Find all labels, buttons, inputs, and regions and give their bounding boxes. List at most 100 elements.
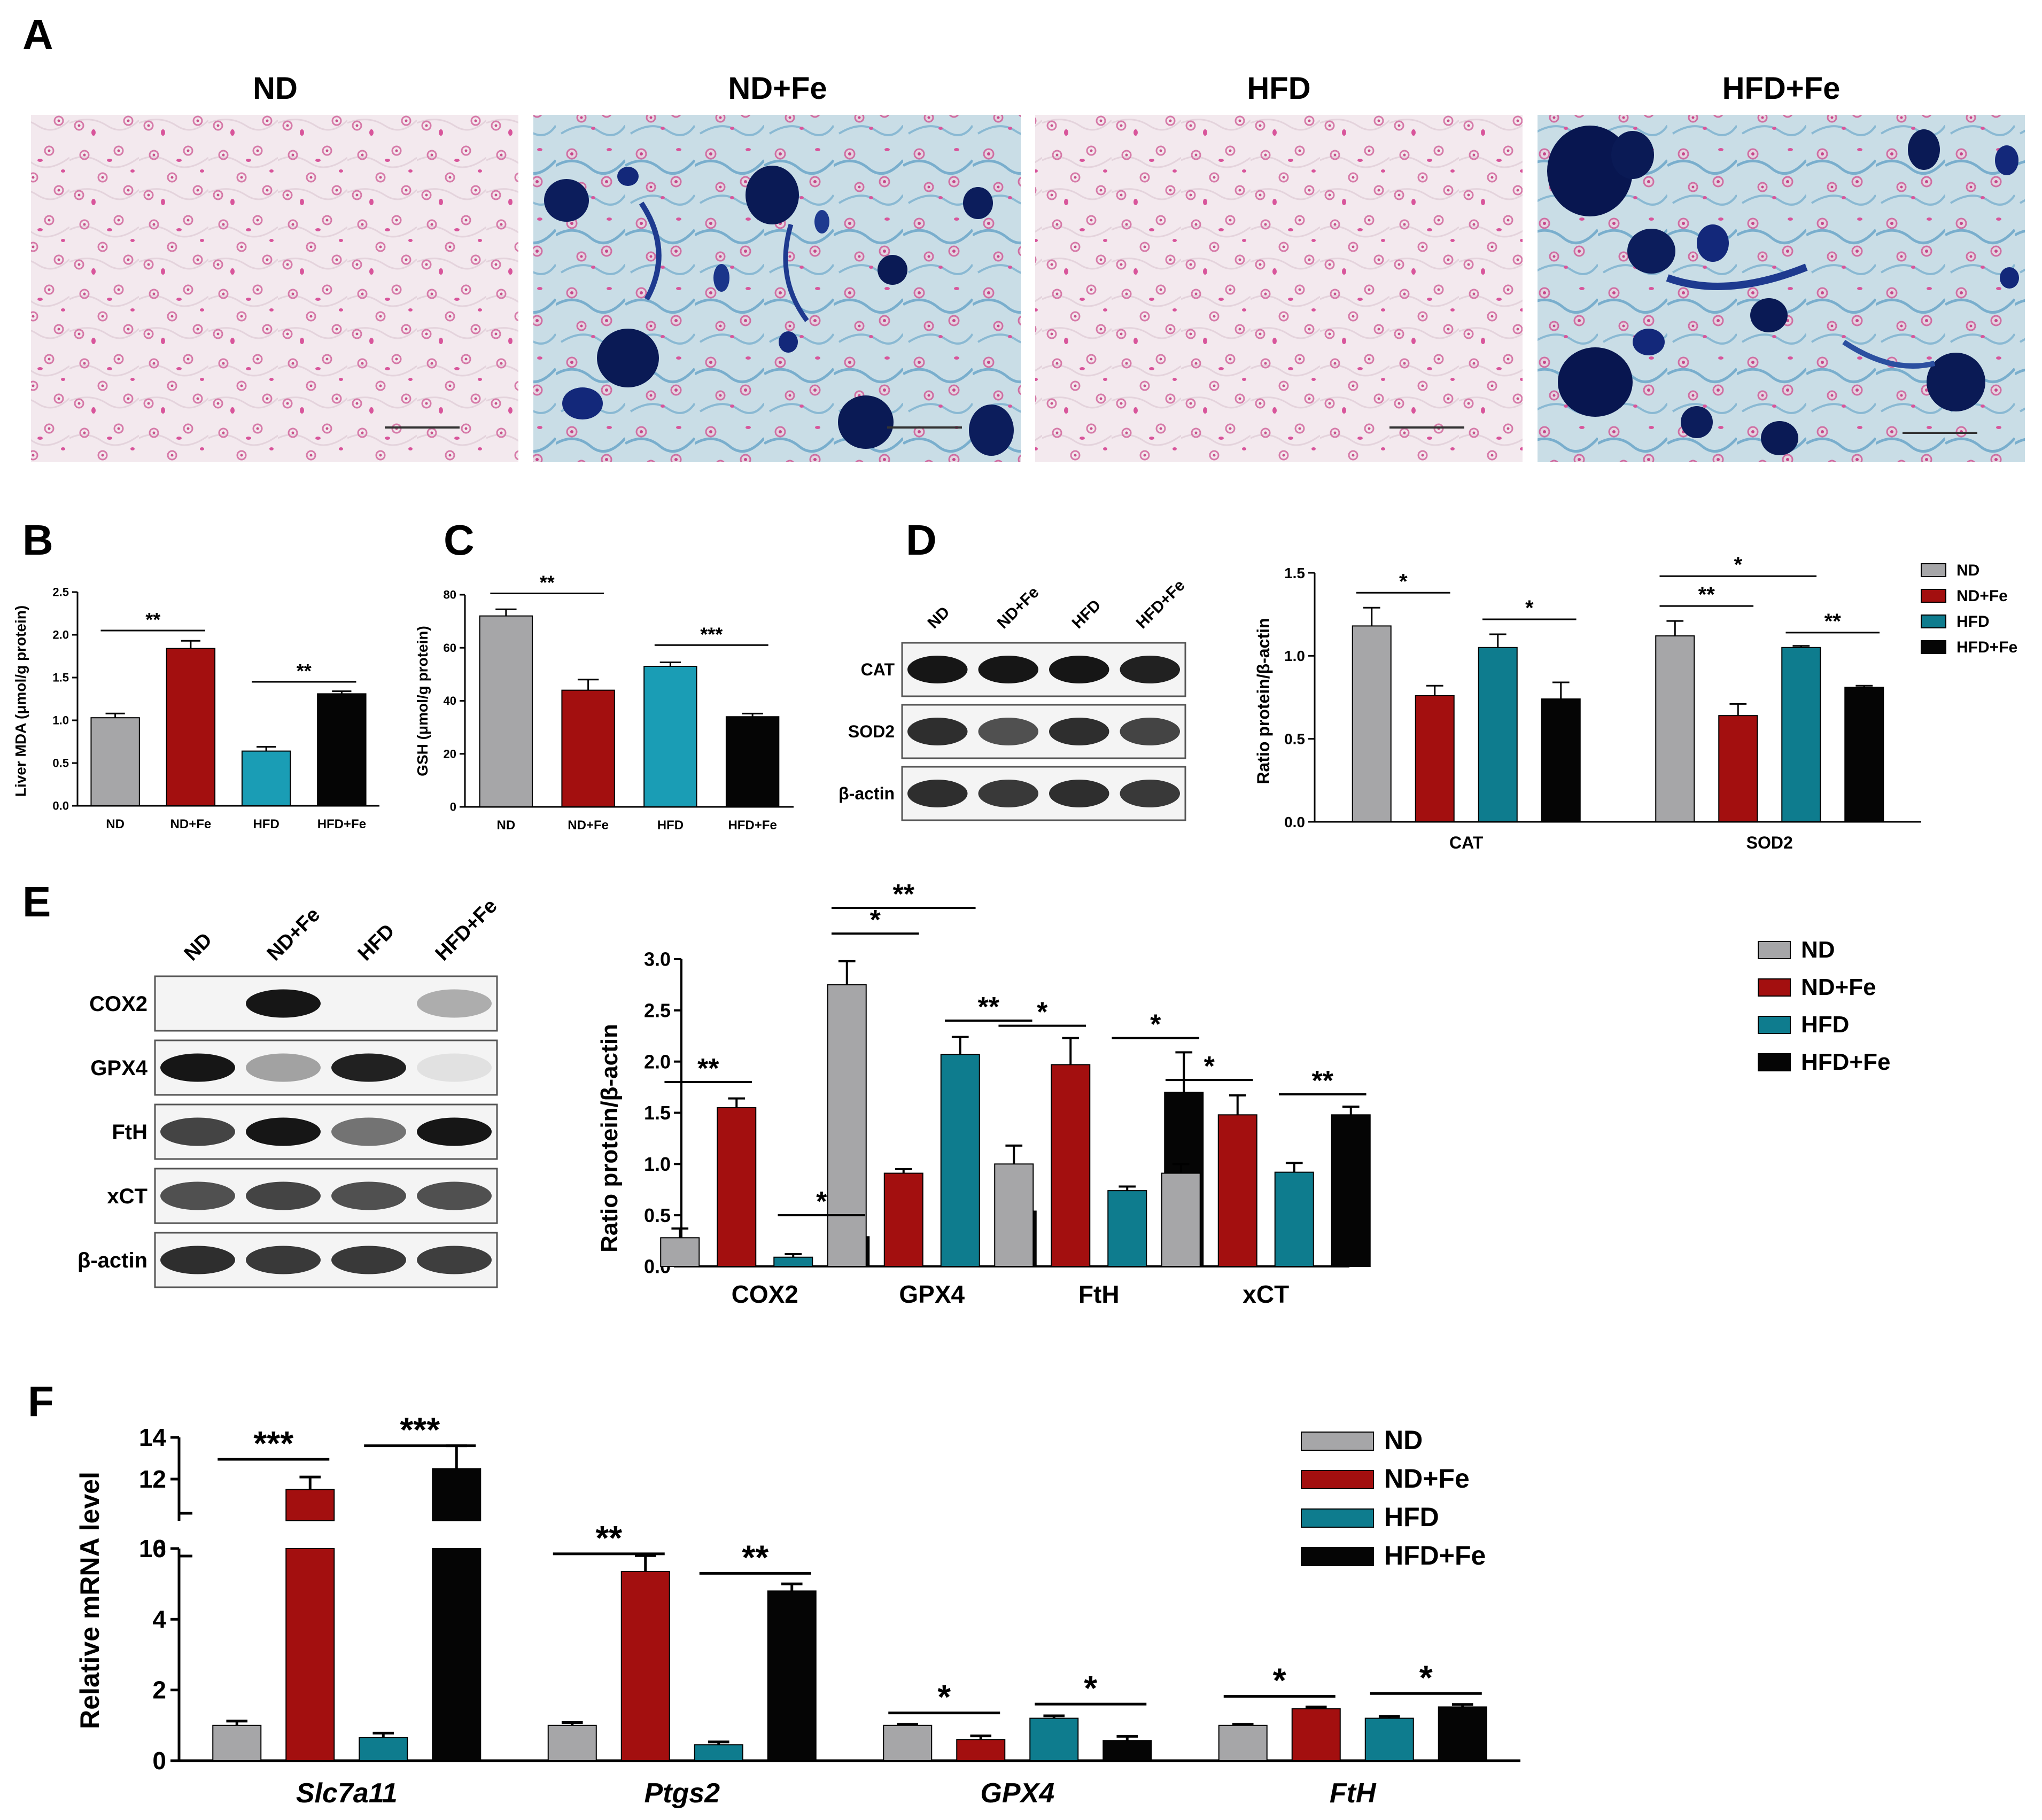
x-tick-label: GPX4 [899,1280,965,1308]
blot-lane-label: HFD+Fe [1133,577,1189,632]
legend-label: HFD [1801,1012,1849,1038]
bar [1364,1717,1414,1762]
bar [547,1724,597,1761]
panel-label-d: D [906,516,937,564]
bar [285,1489,335,1521]
histology-image-hfd [1035,115,1523,462]
bar [694,1744,743,1762]
blot-band [907,780,968,807]
blot-lane-label: HFD+Fe [431,895,502,965]
legend-label: ND+Fe [1956,587,2008,605]
legend-label: ND [1801,937,1835,963]
legend-label: HFD+Fe [1384,1541,1486,1570]
y-tick-label: 14 [139,1424,167,1451]
y-tick-label: 0 [450,800,456,814]
legend-label: ND+Fe [1801,974,1876,1000]
bar [432,1548,482,1761]
chart-b-ylabel: Liver MDA (μmol/g protein) [12,605,29,797]
bar [956,1739,1006,1762]
chart-f-ylabel: Relative mRNA level [75,1472,105,1729]
blot-band [1049,656,1109,683]
legend-swatch [1921,589,1946,603]
blot-band [160,1117,235,1146]
blot-band [160,1181,235,1210]
significance-marker: * [1084,1669,1097,1707]
bar [827,984,867,1267]
y-tick-label: 6 [152,1535,166,1562]
bar [1029,1717,1079,1762]
legend-label: HFD [1384,1502,1439,1532]
bar [883,1724,933,1761]
panel-label-c: C [444,516,475,564]
significance-marker: * [870,905,881,936]
x-tick-label: HFD+Fe [317,817,366,831]
significance-marker: * [937,1678,951,1716]
y-tick-label: 2.0 [52,628,69,642]
significance-marker: ** [697,1053,719,1084]
blot-band [331,1246,406,1274]
blot-band [1049,780,1109,807]
x-tick-label: ND [106,817,125,831]
panel-a-title-nd-fe: ND+Fe [728,71,827,106]
blot-row-label: FtH [112,1121,147,1144]
significance-marker: *** [700,623,723,645]
blot-band [417,1181,492,1210]
panel-a-title-hfd: HFD [1247,71,1310,106]
legend-label: HFD+Fe [1801,1049,1890,1075]
x-tick-label: HFD [253,817,279,831]
blot-row-label: β-actin [77,1249,147,1272]
significance-marker: * [1734,553,1742,577]
significance-marker: * [1037,997,1048,1028]
blot-row-label: CAT [861,660,895,679]
significance-marker: ** [145,609,160,631]
panel-a-title-nd: ND [253,71,298,106]
blot-band [417,1053,492,1082]
legend-swatch [1301,1470,1374,1489]
blot-band [246,1181,321,1210]
x-tick-label: xCT [1243,1280,1289,1308]
blot-band [331,1053,406,1082]
legend-label: HFD [1956,613,1990,631]
significance-marker: * [1150,1009,1161,1040]
panel-label-e: E [22,878,51,925]
bar [994,1163,1034,1267]
legend-swatch [1758,1016,1791,1034]
blot-row-label: GPX4 [90,1056,147,1080]
panel-a-title-hfd-fe: HFD+Fe [1722,71,1841,106]
bar [1352,625,1392,822]
legend-e: ND ND+Fe HFD HFD+Fe [1758,937,1890,1075]
chart-e-ferroptosis-proteins: Ratio protein/β-actin 0.00.51.01.52.02.5… [596,879,1371,1308]
y-tick-label: 0.5 [1284,730,1305,747]
bar [883,1172,923,1267]
legend-f: ND ND+Fe HFD HFD+Fe [1301,1425,1486,1570]
x-tick-label: Slc7a11 [296,1778,398,1809]
blot-band [160,1246,235,1274]
chart-c-gsh: GSH (μmol/g protein) 0 20 40 60 80 ND ND+Fe HFD… [414,572,794,833]
blot-band [246,1117,321,1146]
x-tick-label: ND+Fe [170,817,212,831]
bar [1415,695,1455,822]
bar [1844,687,1884,822]
blot-band [1120,718,1180,745]
chart-d-ylabel: Ratio protein/β-actin [1254,618,1273,784]
y-tick-label: 12 [139,1465,166,1493]
blot-band [1120,656,1180,683]
bar [773,1256,813,1267]
blot-lane-label: ND+Fe [994,584,1043,632]
blot-band [417,1246,492,1274]
legend-swatch [1921,615,1946,628]
x-tick-label: HFD+Fe [728,818,777,833]
significance-marker: * [1204,1051,1215,1082]
blot-d: ND ND+Fe HFD HFD+Fe CAT SOD2 β-actin [838,577,1189,821]
bar [1781,647,1821,823]
chart-d-cat-sod2: Ratio protein/β-actin 0.0 0.5 1.0 1.5 CAT SOD… [1254,553,1921,852]
bar [241,750,291,806]
blot-band [978,656,1038,683]
bar [1438,1706,1487,1762]
legend-swatch [1301,1432,1374,1451]
legend-swatch [1921,640,1946,654]
blot-row-label: SOD2 [848,722,895,741]
significance-marker: * [1399,570,1408,593]
legend-swatch [1758,1053,1791,1071]
